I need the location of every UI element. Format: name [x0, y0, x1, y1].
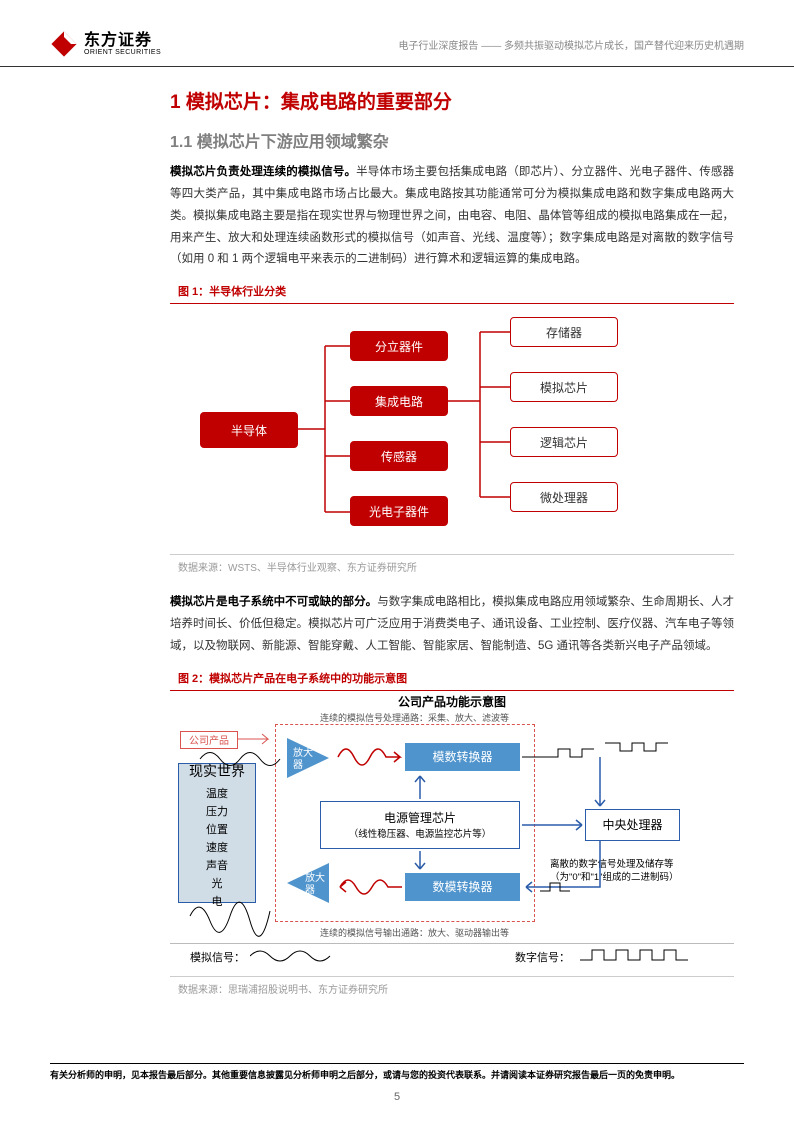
- d1-l3-3: 微处理器: [510, 482, 618, 512]
- logo-icon: [50, 30, 78, 58]
- d1-l2-0: 分立器件: [350, 331, 448, 361]
- d1-l3-1: 模拟芯片: [510, 372, 618, 402]
- fig1-title: 图 1：半导体行业分类: [170, 279, 734, 304]
- footer-disclaimer: 有关分析师的申明，见本报告最后部分。其他重要信息披露见分析师申明之后部分，或请与…: [50, 1063, 744, 1081]
- d1-l2-2: 传感器: [350, 441, 448, 471]
- fig2-diagram: 公司产品功能示意图 连续的模拟信号处理通路：采集、放大、滤波等 公司产品 现实世…: [170, 691, 734, 976]
- page-number: 5: [0, 1091, 794, 1103]
- header-subtitle: 电子行业深度报告 —— 多频共振驱动模拟芯片成长，国产替代迎来历史机遇期: [398, 37, 744, 52]
- p2-bold: 模拟芯片是电子系统中不可或缺的部分。: [170, 596, 377, 608]
- main-content: 1 模拟芯片：集成电路的重要部分 1.1 模拟芯片下游应用领域繁杂 模拟芯片负责…: [0, 67, 794, 1000]
- d1-l2-3: 光电子器件: [350, 496, 448, 526]
- d1-root: 半导体: [200, 412, 298, 448]
- fig2-legend-digital: 数字信号：: [515, 949, 570, 965]
- fig2-bottom-note: 连续的模拟信号输出通路：放大、驱动器输出等: [320, 926, 509, 939]
- fig1-diagram: 半导体 分立器件 集成电路 传感器 光电子器件 存储器 模拟芯片 逻辑芯片 微处…: [170, 304, 734, 554]
- logo-text-en: ORIENT SECURITIES: [84, 49, 161, 56]
- paragraph-2: 模拟芯片是电子系统中不可或缺的部分。与数字集成电路相比，模拟集成电路应用领域繁杂…: [170, 592, 734, 658]
- fig2-title: 图 2：模拟芯片产品在电子系统中的功能示意图: [170, 666, 734, 691]
- p1-body: 半导体市场主要包括集成电路（即芯片）、分立器件、光电子器件、传感器等四大类产品，…: [170, 166, 734, 265]
- logo: 东方证券 ORIENT SECURITIES: [50, 30, 161, 58]
- p1-bold: 模拟芯片负责处理连续的模拟信号。: [170, 166, 356, 178]
- fig2-source: 数据来源：思瑞浦招股说明书、东方证券研究所: [170, 976, 734, 1000]
- paragraph-1: 模拟芯片负责处理连续的模拟信号。半导体市场主要包括集成电路（即芯片）、分立器件、…: [170, 162, 734, 271]
- page-header: 东方证券 ORIENT SECURITIES 电子行业深度报告 —— 多频共振驱…: [0, 0, 794, 67]
- d1-l2-1: 集成电路: [350, 386, 448, 416]
- fig2-legend-analog: 模拟信号：: [190, 949, 245, 965]
- section-h2: 1.1 模拟芯片下游应用领域繁杂: [170, 128, 734, 152]
- logo-text-cn: 东方证券: [84, 33, 161, 49]
- d1-l3-0: 存储器: [510, 317, 618, 347]
- d1-l3-2: 逻辑芯片: [510, 427, 618, 457]
- fig1-source: 数据来源：WSTS、半导体行业观察、东方证券研究所: [170, 554, 734, 578]
- section-h1: 1 模拟芯片：集成电路的重要部分: [170, 87, 734, 114]
